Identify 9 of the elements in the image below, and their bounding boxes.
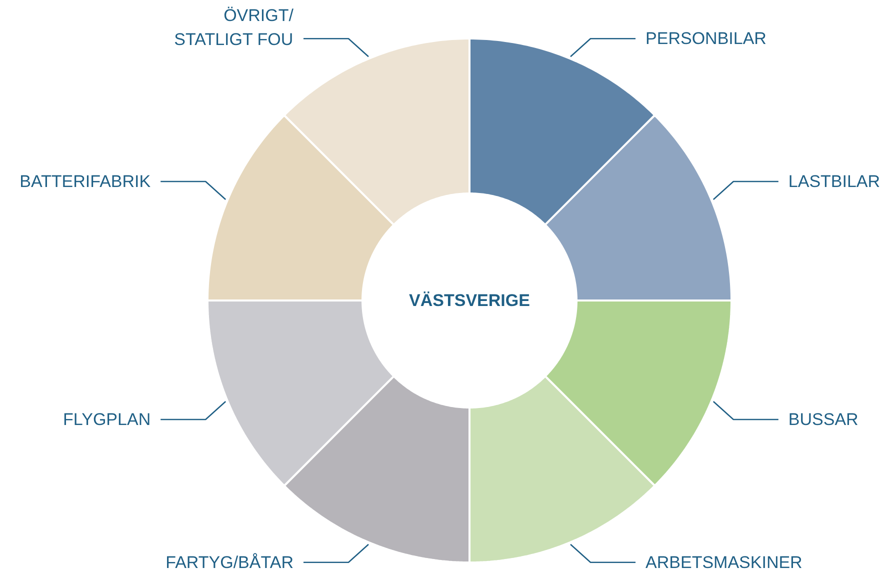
slice-label: LASTBILAR (788, 172, 880, 191)
slice-label: ÖVRIGT/ STATLIGT FOU (174, 6, 294, 49)
slice-label: BATTERIFABRIK (20, 172, 152, 191)
slice-label: FARTYG/BÅTAR (166, 552, 294, 572)
slice-label: PERSONBILAR (646, 29, 766, 48)
slice-label: FLYGPLAN (63, 410, 151, 430)
slice-label: BUSSAR (788, 410, 858, 430)
text: VÄSTSVERIGE (409, 291, 530, 310)
slice-label: ARBETSMASKINER (646, 552, 802, 572)
